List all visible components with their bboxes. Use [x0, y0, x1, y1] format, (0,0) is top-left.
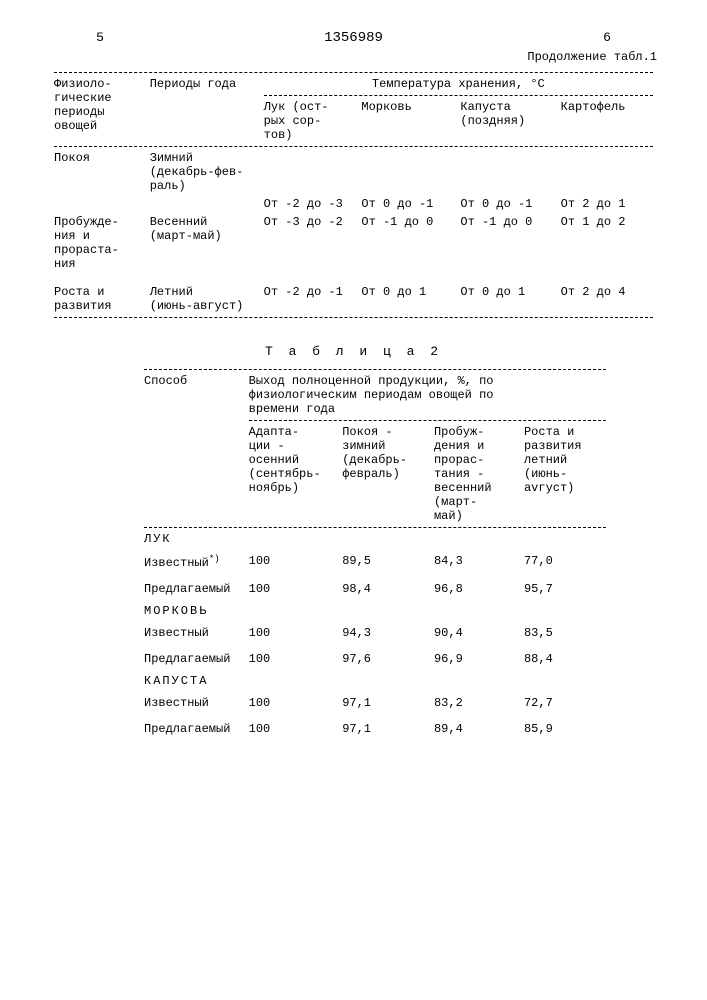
t1-cell: От 1 до 2: [557, 213, 657, 273]
t1-cell: Роста и развития: [50, 283, 146, 315]
t2-cell: Предлагаемый: [140, 646, 245, 672]
page-number-left: 5: [50, 30, 150, 46]
t2-cell: 85,9: [520, 716, 610, 742]
t2-cell: Предлагаемый: [140, 576, 245, 602]
t1-header-veg-0: Лук (ост- рых сор- тов): [260, 98, 358, 144]
t2-section-name: КАПУСТА: [140, 672, 610, 690]
t2-cell: 96,8: [430, 576, 520, 602]
page-number-right: 6: [557, 30, 657, 46]
table-2-caption: Т а б л и ц а 2: [50, 344, 657, 359]
t1-header-phys: Физиоло- гические периоды овощей: [50, 75, 146, 144]
t2-cell: 84,3: [430, 548, 520, 576]
table-row: Известный*) 100 89,5 84,3 77,0: [140, 548, 610, 576]
document-page: 5 1356989 6 Продолжение табл.1 Физиоло- …: [0, 0, 707, 762]
table-1: Физиоло- гические периоды овощей Периоды…: [50, 70, 657, 320]
t1-header-period: Периоды года: [146, 75, 260, 144]
table-row: Предлагаемый 100 97,6 96,9 88,4: [140, 646, 610, 672]
t2-cell: 90,4: [430, 620, 520, 646]
t2-header-col-3: Роста и развития летний (июнь- avгуст): [520, 423, 610, 525]
t2-section-name: ЛУК: [140, 530, 610, 548]
t2-cell: 95,7: [520, 576, 610, 602]
t2-section-name: МОРКОВЬ: [140, 602, 610, 620]
table-row: Покоя Зимний (декабрь-фев- раль): [50, 149, 657, 195]
table-row: Известный 100 97,1 83,2 72,7: [140, 690, 610, 716]
t1-cell: От 2 до 4: [557, 283, 657, 315]
t2-cell: Известный: [140, 690, 245, 716]
t2-cell: 98,4: [338, 576, 430, 602]
continuation-label: Продолжение табл.1: [50, 50, 657, 64]
t2-cell: 89,5: [338, 548, 430, 576]
t2-header-main: Выход полноценной продукции, %, по физио…: [245, 372, 610, 418]
t1-cell: От 0 до -1: [357, 195, 456, 213]
table-row: Роста и развития Летний (июнь-август) От…: [50, 283, 657, 315]
t1-cell: Зимний (декабрь-фев- раль): [146, 149, 260, 195]
t1-cell: От -2 до -3: [260, 195, 358, 213]
t1-cell: Весенний (март-май): [146, 213, 260, 273]
t2-cell: 100: [245, 716, 339, 742]
table-row: Известный 100 94,3 90,4 83,5: [140, 620, 610, 646]
t2-cell: 97,1: [338, 690, 430, 716]
t2-cell: Известный*): [140, 548, 245, 576]
t2-cell: Предлагаемый: [140, 716, 245, 742]
t2-cell: 89,4: [430, 716, 520, 742]
t1-cell: От 0 до 1: [456, 283, 556, 315]
t2-cell: 94,3: [338, 620, 430, 646]
t2-cell: 88,4: [520, 646, 610, 672]
t2-cell: 83,2: [430, 690, 520, 716]
table-2: Способ Выход полноценной продукции, %, п…: [140, 367, 610, 742]
t2-cell: 100: [245, 548, 339, 576]
t1-cell: От 0 до 1: [357, 283, 456, 315]
t2-cell: 72,7: [520, 690, 610, 716]
t1-header-veg-1: Морковь: [357, 98, 456, 144]
t1-cell: От -2 до -1: [260, 283, 358, 315]
t1-cell: От -1 до 0: [456, 213, 556, 273]
t2-cell: 100: [245, 690, 339, 716]
t2-cell: 83,5: [520, 620, 610, 646]
table-row: От -2 до -3 От 0 до -1 От 0 до -1 От 2 д…: [50, 195, 657, 213]
t2-cell: 77,0: [520, 548, 610, 576]
t1-cell: От 2 до 1: [557, 195, 657, 213]
t1-cell: Пробужде- ния и прораста- ния: [50, 213, 146, 273]
t2-header-col-0: Адапта- ции - осенний (сентябрь- ноябрь): [245, 423, 339, 525]
t1-cell: Летний (июнь-август): [146, 283, 260, 315]
t2-header-col-1: Покоя - зимний (декабрь- февраль): [338, 423, 430, 525]
t1-header-temp: Температура хранения, °С: [260, 75, 657, 93]
table-row: Предлагаемый 100 98,4 96,8 95,7: [140, 576, 610, 602]
t2-cell: 100: [245, 576, 339, 602]
t1-cell: Покоя: [50, 149, 146, 195]
t2-header-col-2: Пробуж- дения и прорас- тания - весенний…: [430, 423, 520, 525]
t2-header-method: Способ: [140, 372, 245, 525]
t2-cell: Известный: [140, 620, 245, 646]
table-row: Пробужде- ния и прораста- ния Весенний (…: [50, 213, 657, 273]
t2-cell: 100: [245, 646, 339, 672]
t2-cell: 96,9: [430, 646, 520, 672]
t2-cell: 100: [245, 620, 339, 646]
t1-cell: От -3 до -2: [260, 213, 358, 273]
t1-cell: От 0 до -1: [456, 195, 556, 213]
t2-cell: 97,1: [338, 716, 430, 742]
document-number: 1356989: [150, 30, 557, 46]
table-row: Предлагаемый 100 97,1 89,4 85,9: [140, 716, 610, 742]
page-number-row: 5 1356989 6: [50, 30, 657, 46]
t1-header-veg-3: Картофель: [557, 98, 657, 144]
t2-cell: 97,6: [338, 646, 430, 672]
t1-cell: От -1 до 0: [357, 213, 456, 273]
t1-header-veg-2: Капуста (поздняя): [456, 98, 556, 144]
